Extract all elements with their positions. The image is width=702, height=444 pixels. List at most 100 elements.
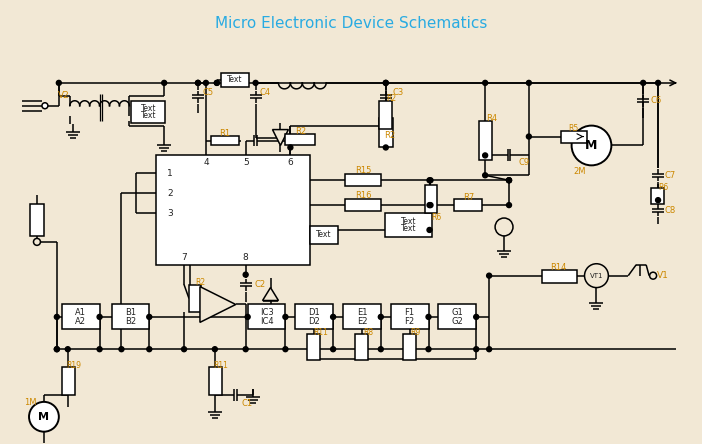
Text: C3: C3 — [392, 88, 404, 97]
Circle shape — [65, 347, 70, 352]
Bar — [425, 185, 437, 213]
Text: Text: Text — [227, 75, 242, 84]
Text: R14: R14 — [550, 263, 567, 272]
Bar — [307, 334, 320, 360]
Bar — [286, 134, 315, 146]
Circle shape — [483, 80, 488, 85]
Text: R6: R6 — [658, 183, 668, 192]
Circle shape — [427, 178, 432, 183]
Circle shape — [214, 80, 219, 85]
Circle shape — [526, 80, 531, 85]
Text: F1: F1 — [404, 309, 415, 317]
Circle shape — [526, 134, 531, 139]
Circle shape — [428, 202, 433, 208]
Circle shape — [656, 198, 661, 202]
Circle shape — [54, 347, 60, 352]
Text: R11: R11 — [313, 328, 328, 337]
Circle shape — [383, 80, 388, 85]
Circle shape — [195, 80, 201, 85]
Text: 8: 8 — [243, 253, 249, 262]
Circle shape — [161, 80, 166, 85]
Text: G1: G1 — [451, 309, 463, 317]
Bar — [542, 270, 576, 283]
Text: 1M: 1M — [24, 398, 37, 407]
Circle shape — [283, 347, 288, 352]
Circle shape — [483, 153, 488, 158]
Text: R1: R1 — [219, 129, 230, 138]
Bar — [209, 367, 222, 395]
Circle shape — [507, 178, 512, 183]
Circle shape — [331, 314, 336, 319]
Circle shape — [245, 314, 250, 319]
Circle shape — [486, 347, 491, 352]
Text: D1: D1 — [308, 309, 320, 317]
Circle shape — [383, 145, 388, 150]
Bar — [454, 199, 482, 211]
Text: R2: R2 — [295, 127, 306, 136]
Circle shape — [243, 347, 248, 352]
Circle shape — [147, 347, 152, 352]
Text: 6: 6 — [288, 158, 293, 167]
Text: IC3: IC3 — [260, 309, 273, 317]
Text: D2: D2 — [308, 317, 320, 326]
Text: Text: Text — [401, 225, 416, 234]
Bar — [112, 305, 150, 329]
Text: Micro Electronic Device Schematics: Micro Electronic Device Schematics — [215, 16, 487, 31]
Text: IC4: IC4 — [260, 317, 273, 326]
Circle shape — [204, 80, 208, 85]
Text: R4: R4 — [486, 114, 498, 123]
Text: C9: C9 — [518, 158, 529, 167]
Bar — [391, 305, 428, 329]
Circle shape — [486, 273, 491, 278]
Polygon shape — [200, 286, 236, 322]
Text: M: M — [39, 412, 49, 422]
Text: R11: R11 — [213, 361, 228, 369]
Circle shape — [507, 178, 512, 183]
Bar — [403, 334, 416, 360]
Text: R5: R5 — [569, 124, 578, 133]
Text: R2: R2 — [387, 94, 397, 103]
Bar — [131, 101, 165, 123]
Bar — [651, 188, 664, 204]
Circle shape — [585, 264, 609, 288]
Circle shape — [427, 227, 432, 233]
Bar — [479, 121, 492, 160]
Text: B2: B2 — [125, 317, 136, 326]
Bar — [561, 131, 586, 143]
Text: M: M — [585, 139, 597, 152]
Bar — [345, 174, 380, 186]
Circle shape — [97, 347, 102, 352]
Bar — [355, 334, 368, 360]
Text: C1: C1 — [241, 399, 252, 408]
Circle shape — [54, 347, 60, 352]
Circle shape — [195, 80, 201, 85]
Circle shape — [507, 178, 512, 183]
Circle shape — [378, 314, 383, 319]
Circle shape — [147, 314, 152, 319]
Text: Text: Text — [140, 111, 156, 120]
Text: R16: R16 — [355, 190, 371, 200]
Circle shape — [428, 178, 433, 183]
Bar — [379, 101, 392, 129]
Text: C5: C5 — [202, 88, 213, 97]
Bar — [30, 204, 44, 236]
Circle shape — [214, 80, 219, 85]
Bar — [248, 305, 286, 329]
Bar — [62, 367, 74, 395]
Text: V2: V2 — [58, 91, 69, 100]
Circle shape — [288, 145, 293, 150]
Circle shape — [495, 218, 513, 236]
Bar — [157, 155, 310, 265]
Circle shape — [253, 80, 258, 85]
Circle shape — [483, 173, 488, 178]
Text: V1: V1 — [657, 271, 669, 280]
Bar — [189, 285, 201, 313]
Bar — [296, 305, 333, 329]
Circle shape — [378, 347, 383, 352]
Circle shape — [54, 314, 60, 319]
Text: R8: R8 — [363, 328, 373, 337]
Text: R6: R6 — [431, 213, 442, 222]
Circle shape — [243, 272, 248, 277]
Circle shape — [427, 202, 432, 208]
Text: C7: C7 — [664, 171, 675, 180]
